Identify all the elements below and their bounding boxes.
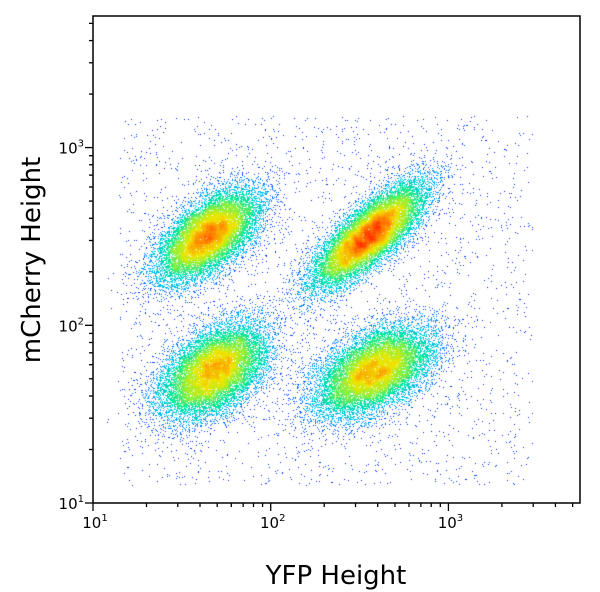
y-tick-label: 102 <box>59 316 84 335</box>
plot-frame <box>92 15 581 504</box>
x-tick-label: 101 <box>82 513 107 532</box>
x-tick-label: 103 <box>438 513 463 532</box>
x-axis <box>92 503 574 511</box>
x-tick-labels: 101 102 103 <box>82 513 463 532</box>
y-axis <box>85 22 93 504</box>
y-axis-label: mCherry Height <box>17 157 47 363</box>
y-tick-labels: 101 102 103 <box>59 139 84 513</box>
density-plot-area <box>93 16 580 503</box>
y-tick-label: 101 <box>59 494 84 513</box>
y-tick-label: 103 <box>59 139 84 158</box>
x-tick-label: 102 <box>260 513 285 532</box>
x-axis-label: YFP Height <box>265 561 407 591</box>
